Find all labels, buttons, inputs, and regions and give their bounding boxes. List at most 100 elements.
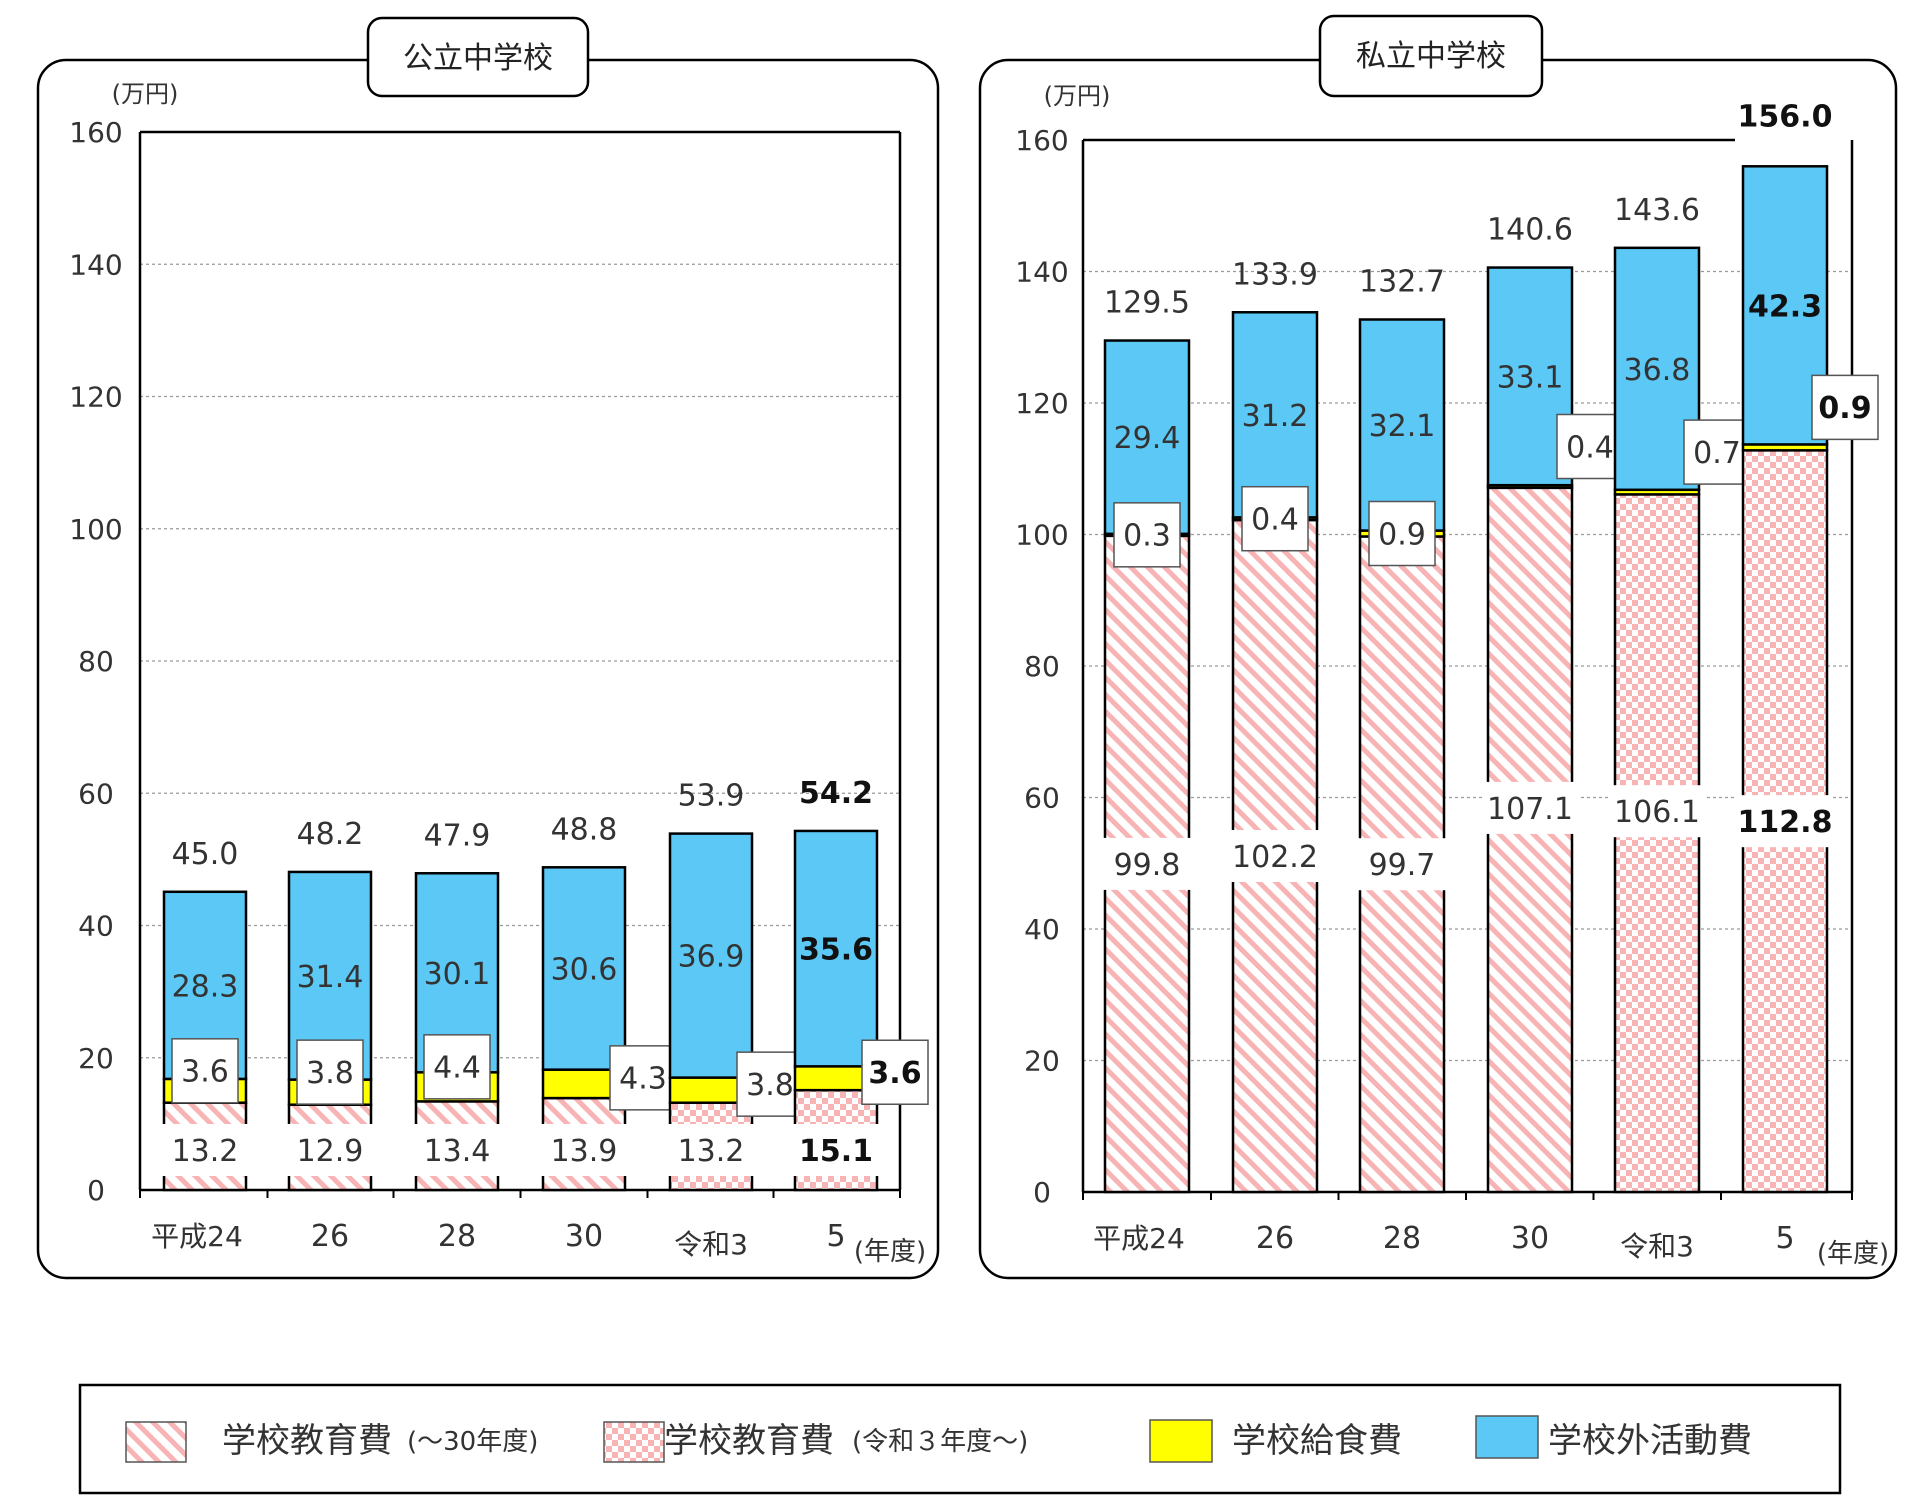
- public-outside-label-1: 31.4: [297, 960, 364, 995]
- legend: 学校教育費 (〜30年度) 学校教育費 (令和３年度〜) 学校給食費 学校外活動…: [78, 1383, 1842, 1495]
- public-ytick-label-120: 120: [69, 381, 122, 414]
- private-edu-label-bg-0: [1099, 837, 1195, 890]
- private-edu-label-bg-4: [1609, 785, 1705, 838]
- private-lunch-label-2: 0.9: [1378, 517, 1426, 552]
- public-lunch-label-1-box: [296, 1039, 364, 1105]
- panel-public-title-box: [366, 16, 590, 98]
- legend-sub-edu-new: (令和３年度〜): [852, 1427, 1028, 1457]
- private-edu-label-3: 107.1: [1487, 792, 1573, 827]
- public-outside-label-3: 30.6: [551, 952, 618, 987]
- public-bar-outside-4: [668, 832, 754, 1079]
- public-total-label-1: 48.2: [297, 817, 364, 852]
- legend-swatch-lunch: [1149, 1419, 1213, 1463]
- public-category-label-3: 30: [565, 1219, 603, 1254]
- public-ytick-label-80: 80: [78, 645, 114, 678]
- public-year-unit: (年度): [854, 1237, 926, 1267]
- private-ytick-label-160: 160: [1015, 124, 1068, 157]
- private-ytick-label-20: 20: [1024, 1045, 1060, 1078]
- public-category-label-0: 平成24: [151, 1220, 243, 1253]
- legend-swatch-edu-new: [603, 1421, 665, 1463]
- public-edu-label-bg-1: [282, 1124, 378, 1176]
- legend-swatch-edu-old: [125, 1421, 187, 1463]
- private-ytick-label-0: 0: [1033, 1176, 1051, 1209]
- private-edu-label-bg-2: [1354, 838, 1450, 891]
- public-lunch-label-2: 4.4: [433, 1051, 481, 1086]
- legend-sub-edu-old: (〜30年度): [407, 1427, 538, 1457]
- private-edu-label-1: 102.2: [1232, 840, 1318, 875]
- private-edu-label-bg-5: [1737, 795, 1833, 848]
- private-category-label-2: 28: [1383, 1221, 1421, 1256]
- public-outside-label-2: 30.1: [424, 957, 491, 992]
- private-total-label-1: 133.9: [1232, 257, 1318, 292]
- private-bar-outside-1: [1231, 311, 1319, 519]
- legend-label-outside: 学校外活動費: [1548, 1421, 1752, 1461]
- public-edu-label-bg-4: [663, 1124, 759, 1176]
- private-edu-label-bg-1: [1227, 830, 1323, 883]
- legend-swatch-outside: [1475, 1415, 1539, 1459]
- public-ytick-label-140: 140: [69, 248, 122, 281]
- public-category-label-1: 26: [311, 1219, 349, 1254]
- public-unit-label: (万円): [112, 80, 179, 108]
- legend-label-edu-old: 学校教育費: [222, 1421, 392, 1461]
- public-category-label-5: 5: [826, 1219, 845, 1254]
- private-outside-label-5: 42.3: [1748, 289, 1822, 324]
- private-lunch-label-4: 0.7: [1693, 436, 1741, 471]
- private-category-label-1: 26: [1256, 1221, 1294, 1256]
- private-lunch-label-4-box: [1683, 419, 1751, 485]
- public-outside-label-5: 35.6: [799, 933, 873, 968]
- private-ytick-label-60: 60: [1024, 782, 1060, 815]
- public-edu-label-bg-0: [157, 1124, 253, 1176]
- private-outside-label-1: 31.2: [1242, 399, 1309, 434]
- private-edu-label-bg-3: [1482, 781, 1578, 834]
- private-plot: 0 20 40 60 80 100 120 140 160 平成24 129.5 29.4 99.8 0.…: [1015, 99, 1879, 1263]
- private-lunch-label-0: 0.3: [1123, 519, 1171, 554]
- private-lunch-label-1: 0.4: [1251, 503, 1299, 538]
- private-total-label-5: 156.0: [1738, 99, 1833, 134]
- private-ytick-label-120: 120: [1015, 387, 1068, 420]
- private-edu-label-4: 106.1: [1614, 795, 1700, 830]
- public-lunch-label-4: 3.8: [746, 1068, 794, 1103]
- public-outside-label-4: 36.9: [678, 940, 745, 975]
- public-lunch-label-5: 3.6: [868, 1056, 921, 1091]
- public-plot: 0 20 40 60 80 100 120 140 160 平成24 45.0 28.3 13.2 3.6…: [69, 116, 929, 1261]
- panel-public-title: 公立中学校: [403, 41, 553, 76]
- private-edu-label-2: 99.7: [1369, 848, 1436, 883]
- private-bar-edu-4: [1613, 493, 1701, 1194]
- private-total-label-0: 129.5: [1104, 286, 1190, 321]
- public-category-label-4: 令和3: [674, 1228, 748, 1261]
- private-ytick-label-100: 100: [1015, 519, 1068, 552]
- public-total-label-0: 45.0: [172, 837, 239, 872]
- public-edu-label-bg-3: [536, 1124, 632, 1176]
- public-edu-label-bg-5: [788, 1124, 884, 1176]
- public-bar-outside-3: [541, 866, 627, 1071]
- private-outside-label-3: 33.1: [1497, 360, 1564, 395]
- public-edu-label-5: 15.1: [799, 1134, 873, 1169]
- public-edu-label-0: 13.2: [172, 1134, 239, 1169]
- legend-label-lunch: 学校給食費: [1232, 1421, 1402, 1461]
- private-bar-edu-3: [1486, 486, 1574, 1194]
- public-edu-label-2: 13.4: [424, 1134, 491, 1169]
- private-year-unit: (年度): [1817, 1239, 1889, 1269]
- public-lunch-label-3-box: [609, 1045, 677, 1111]
- public-lunch-label-1: 3.8: [306, 1056, 354, 1091]
- panel-private-title: 私立中学校: [1356, 39, 1506, 74]
- public-total-label-3: 48.8: [551, 812, 618, 847]
- panel-public: 公立中学校 (万円) (年度) 0 20 40 60 80 100 120 140 160 平成2…: [36, 16, 940, 1280]
- public-lunch-label-0-box: [171, 1038, 239, 1104]
- public-lunch-label-3: 4.3: [619, 1062, 667, 1097]
- private-outside-label-0: 29.4: [1114, 421, 1181, 456]
- public-total-label-4: 53.9: [678, 779, 745, 814]
- public-ytick-label-20: 20: [78, 1042, 114, 1075]
- private-lunch-label-3-box: [1556, 413, 1624, 480]
- private-category-label-3: 30: [1511, 1221, 1549, 1256]
- public-total-label-5: 54.2: [799, 776, 873, 811]
- public-outside-label-0: 28.3: [172, 969, 239, 1004]
- private-edu-label-5: 112.8: [1738, 805, 1833, 840]
- public-lunch-label-5-box: [861, 1039, 929, 1105]
- private-lunch-label-5-box: [1811, 374, 1879, 441]
- private-total-label-3: 140.6: [1487, 213, 1573, 248]
- private-lunch-label-3: 0.4: [1566, 430, 1614, 465]
- private-bar-outside-0: [1103, 339, 1191, 536]
- private-category-label-0: 平成24: [1093, 1222, 1185, 1255]
